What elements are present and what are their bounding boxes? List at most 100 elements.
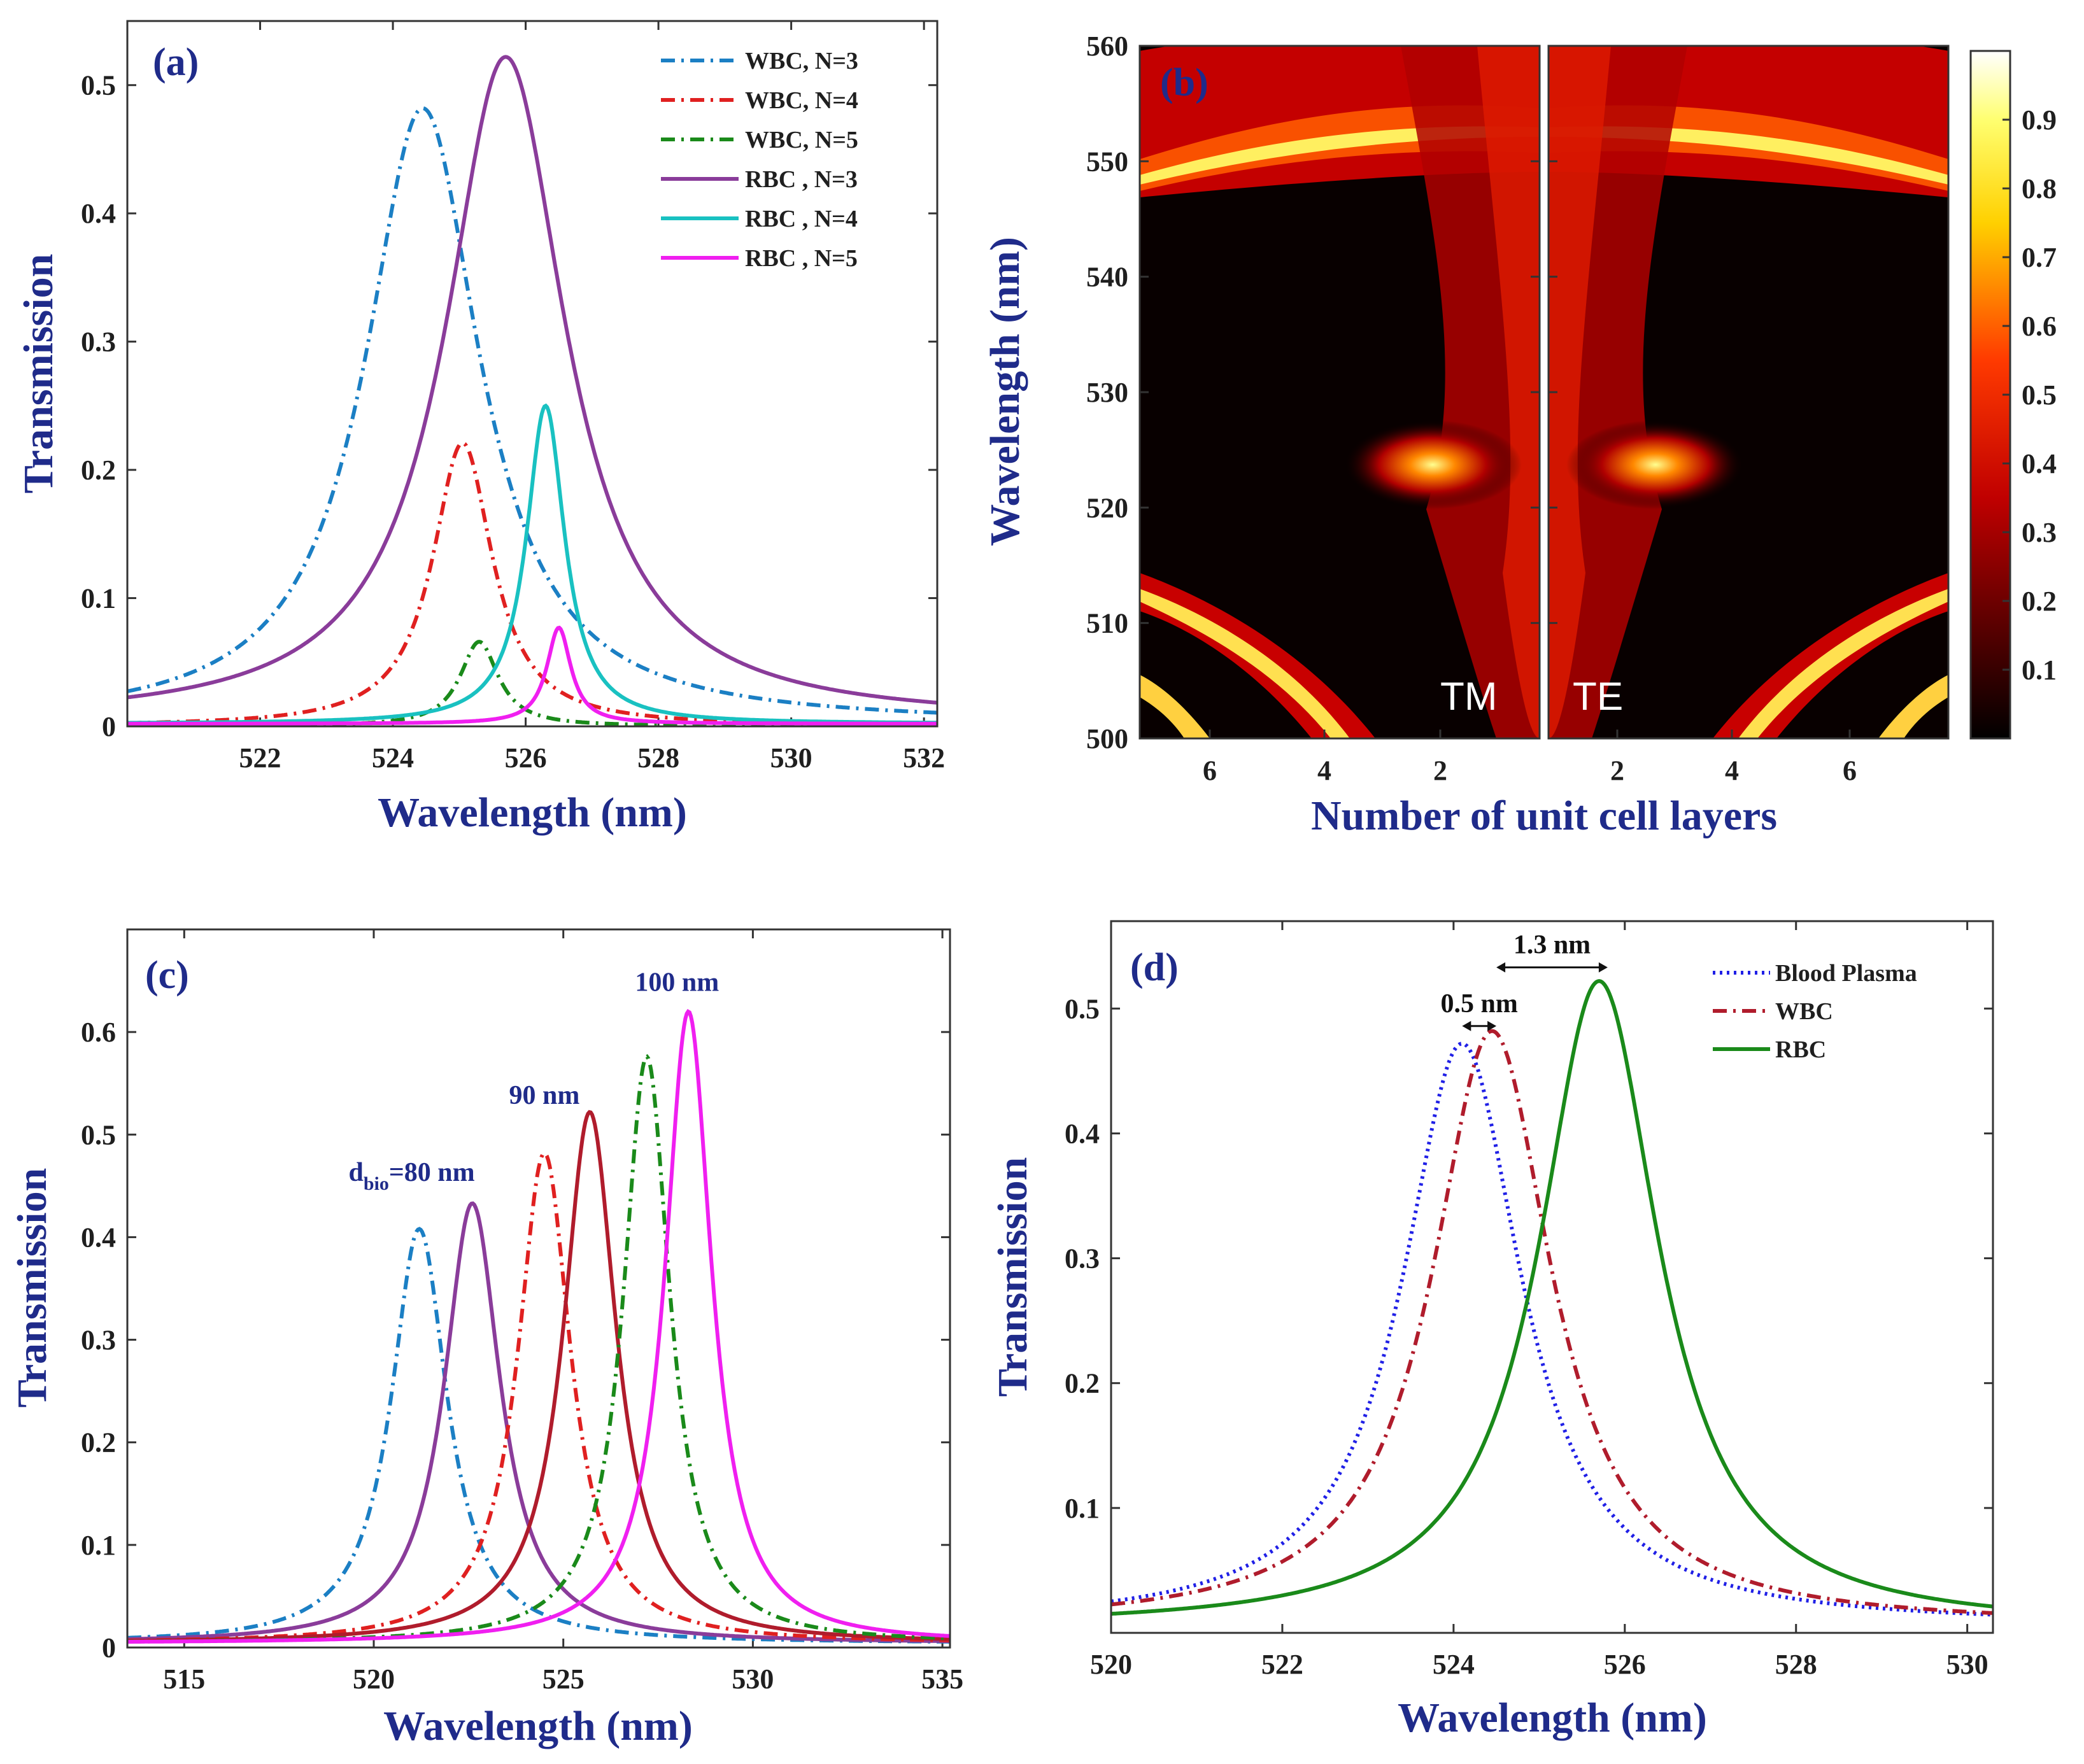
heatmap-tm: [1140, 46, 1540, 738]
panel-d-plot: 520 522 524 526 528 530 0.1 0.2 0.3 0.4 0.5: [1065, 921, 1993, 1680]
y-tick-label: 0.5: [81, 70, 116, 101]
x-tick-label: 520: [353, 1663, 395, 1695]
annotation-1: 90 nm: [509, 1081, 580, 1110]
x-tick-label: 515: [163, 1663, 205, 1695]
te-label: TE: [1573, 675, 1623, 719]
panel-a-ylabel: Transmission: [15, 254, 62, 494]
panel-b: (b) TM TE 500 510 520 530 540 550 560 6 4 2 2 4 6 0.…: [982, 31, 2057, 839]
colorbar-tick-label: 0.6: [2022, 311, 2057, 342]
y-tick-label: 550: [1086, 146, 1128, 177]
panel-d-tag: (d): [1130, 946, 1179, 989]
x-tick-label: 524: [372, 742, 414, 773]
y-tick-label: 0.3: [81, 1325, 116, 1356]
colorbar-tick-label: 0.1: [2022, 654, 2057, 686]
series-line-3: [127, 55, 937, 705]
y-tick-label: 0.5: [1065, 993, 1100, 1024]
panel-c: 515 520 525 530 535 0 0.1 0.2 0.3 0.4 0.5 0.6 (c) d…: [9, 928, 963, 1749]
legend-label-1: WBC: [1775, 998, 1833, 1025]
series-line-2: [127, 1150, 950, 1642]
series-line-1: [127, 1201, 950, 1643]
y-tick-label: 0.4: [81, 1222, 116, 1253]
x-tick-label: 520: [1090, 1649, 1132, 1680]
legend-label-2: WBC, N=5: [745, 127, 858, 153]
panel-c-plot: 515 520 525 530 535 0 0.1 0.2 0.3 0.4 0.5 0.6: [81, 929, 963, 1695]
panel-a-frame: [126, 20, 939, 728]
y-tick-label: 540: [1086, 262, 1128, 293]
legend-label-3: RBC , N=3: [745, 166, 858, 193]
x-tick-label: 530: [770, 742, 812, 773]
annotation-2: 100 nm: [635, 968, 719, 998]
panel-b-xlabel: Number of unit cell layers: [1311, 793, 1777, 839]
panel-c-frame: [126, 928, 951, 1649]
panel-b-axes: 500 510 520 530 540 550 560 6 4 2 2 4 6: [1086, 31, 1857, 786]
panel-c-ylabel: Transmission: [9, 1168, 55, 1408]
panel-d-frame: [1110, 920, 1994, 1634]
panel-c-annotations: dbio=80 nm 90 nm 100 nm: [348, 968, 719, 1194]
x-tick-label: 522: [239, 742, 281, 773]
x-tick-label: 2: [1610, 755, 1624, 786]
y-tick-label: 0.1: [1065, 1493, 1100, 1524]
legend-label-1: WBC, N=4: [745, 87, 858, 114]
panel-a: 522 524 526 528 530 532 0 0.1 0.2 0.3 0.4 0.5 (a) W…: [15, 20, 945, 836]
x-tick-label: 6: [1203, 755, 1217, 786]
colorbar-tick-label: 0.4: [2022, 448, 2057, 479]
x-tick-label: 526: [505, 742, 547, 773]
legend-label-5: RBC , N=5: [745, 245, 858, 272]
x-tick-label: 4: [1725, 755, 1739, 786]
series-line-4: [127, 1054, 950, 1644]
y-tick-label: 0.3: [81, 327, 116, 358]
y-tick-label: 510: [1086, 608, 1128, 639]
y-tick-label: 0: [102, 711, 116, 742]
series-line-1: [1111, 1029, 1993, 1615]
y-tick-label: 500: [1086, 723, 1128, 754]
colorbar-tick-label: 0.2: [2022, 586, 2057, 617]
y-tick-label: 0.1: [81, 1530, 116, 1561]
panel-a-tag: (a): [153, 41, 199, 84]
x-tick-label: 4: [1317, 755, 1331, 786]
series-line-3: [127, 1110, 950, 1643]
x-tick-label: 6: [1843, 755, 1857, 786]
series-line-5: [127, 1008, 950, 1644]
colorbar-tick-label: 0.3: [2022, 517, 2057, 548]
y-tick-label: 0.3: [1065, 1243, 1100, 1274]
x-tick-label: 532: [903, 742, 945, 773]
colorbar-tick-label: 0.9: [2022, 104, 2057, 136]
series-line-0: [127, 1227, 950, 1644]
x-tick-label: 525: [542, 1663, 585, 1695]
arrow-head-left-1: [1496, 962, 1506, 973]
colorbar-tick-label: 0.7: [2022, 242, 2057, 273]
y-tick-label: 0.5: [81, 1119, 116, 1150]
arrow-head-right-0: [1487, 1020, 1497, 1031]
y-tick-label: 0.2: [81, 1427, 116, 1458]
legend-label-0: WBC, N=3: [745, 48, 858, 74]
series-line-2: [1111, 979, 1993, 1616]
shift-label-0: 0.5 nm: [1441, 989, 1518, 1019]
panel-d-xlabel: Wavelength (nm): [1398, 1695, 1707, 1741]
y-tick-label: 0.1: [81, 583, 116, 614]
series-line-4: [127, 403, 937, 725]
y-tick-label: 0.6: [81, 1017, 116, 1048]
x-tick-label: 524: [1433, 1649, 1475, 1680]
y-tick-label: 530: [1086, 377, 1128, 408]
y-tick-label: 0: [102, 1632, 116, 1663]
shift-label-1: 1.3 nm: [1513, 931, 1591, 960]
panel-a-legend: WBC, N=3 WBC, N=4 WBC, N=5 RBC , N=3 RBC , N…: [661, 48, 858, 272]
series-line-0: [127, 106, 937, 715]
y-tick-label: 0.2: [1065, 1368, 1100, 1399]
panel-d-annotations: 0.5 nm 1.3 nm: [1441, 931, 1608, 1031]
x-tick-label: 2: [1433, 755, 1447, 786]
y-tick-label: 520: [1086, 492, 1128, 523]
annotation-80nm: dbio=80 nm: [348, 1158, 474, 1194]
arrow-head-left-0: [1462, 1020, 1471, 1031]
series-line-2: [127, 640, 937, 726]
legend-label-2: RBC: [1775, 1036, 1826, 1063]
y-tick-label: 0.2: [81, 455, 116, 486]
tm-label: TM: [1440, 675, 1498, 719]
heatmap-te: [1549, 46, 1948, 738]
panel-c-tag: (c): [145, 954, 189, 997]
arrow-head-right-1: [1598, 962, 1608, 973]
x-tick-label: 530: [1946, 1649, 1988, 1680]
y-tick-label: 560: [1086, 31, 1128, 62]
y-tick-label: 0.4: [81, 198, 116, 229]
